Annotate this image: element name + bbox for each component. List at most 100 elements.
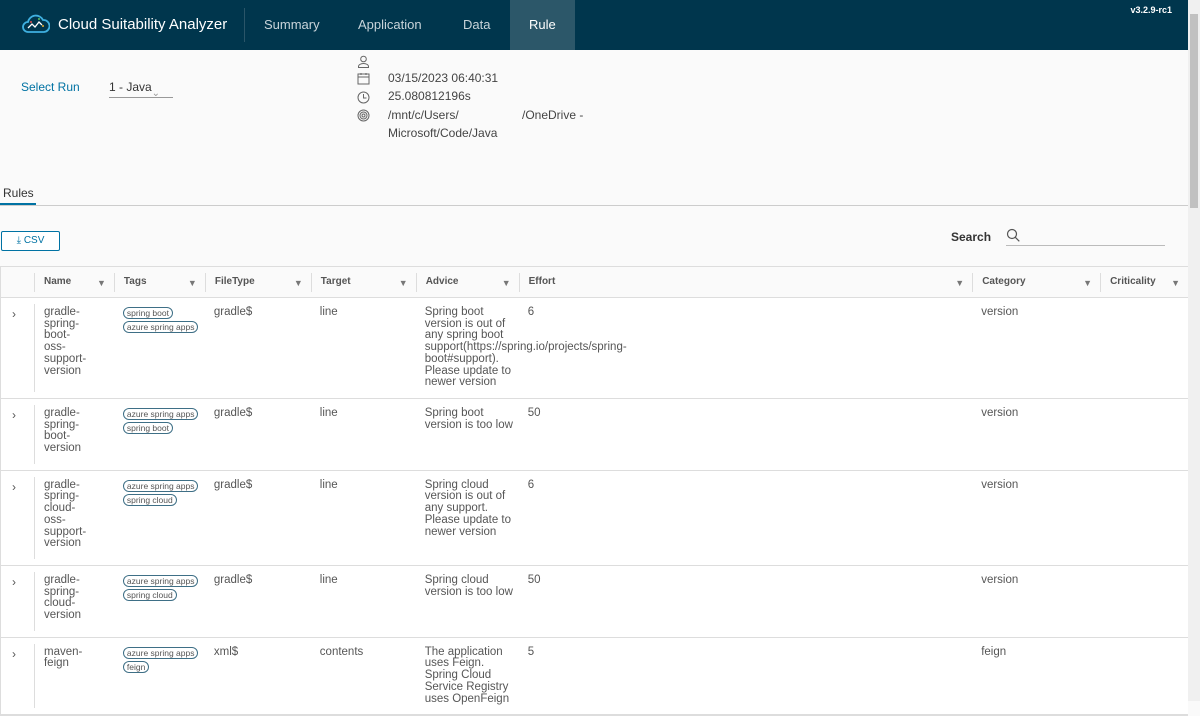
rule-tags: spring boot azure spring apps xyxy=(114,298,205,398)
rule-criticality xyxy=(1100,566,1188,637)
tag-badge: azure spring apps xyxy=(122,407,199,420)
tag-badge: azure spring apps xyxy=(122,646,199,659)
column-label: Effort xyxy=(528,276,556,287)
divider xyxy=(244,8,245,42)
rule-target: line xyxy=(319,573,338,586)
download-icon: ⤓ xyxy=(16,235,22,246)
expand-row-chevron-icon[interactable]: › xyxy=(12,407,16,422)
rule-tags: azure spring apps spring cloud xyxy=(114,566,205,637)
rule-criticality xyxy=(1100,399,1188,470)
tag-badge: spring cloud xyxy=(122,588,177,601)
column-header-advice[interactable]: Advice ▼ xyxy=(415,273,519,292)
tab-rules[interactable]: Rules xyxy=(3,186,34,200)
rule-tags: azure spring apps spring cloud xyxy=(114,471,205,565)
table-row[interactable]: › gradle-spring-boot-version azure spring … xyxy=(1,399,1188,471)
rule-target: line xyxy=(319,406,338,419)
rule-target: line xyxy=(319,306,338,318)
rule-advice: Spring cloud version is out of any suppo… xyxy=(424,478,512,538)
user-icon xyxy=(358,55,369,68)
nav-summary[interactable]: Summary xyxy=(264,17,320,32)
expand-row-chevron-icon[interactable]: › xyxy=(12,479,16,494)
top-nav: Cloud Suitability Analyzer Summary Appli… xyxy=(0,0,1188,50)
rule-name: maven-feign xyxy=(33,643,114,709)
rule-effort: 50 xyxy=(527,406,541,419)
expand-row-chevron-icon[interactable]: › xyxy=(12,307,16,321)
column-label: Criticality xyxy=(1110,276,1156,287)
filter-icon[interactable]: ▼ xyxy=(293,278,303,288)
column-label: Name xyxy=(43,276,72,287)
rule-advice: The application uses Feign. Spring Cloud… xyxy=(424,645,510,705)
rule-effort: 6 xyxy=(527,478,535,491)
column-header-tags[interactable]: Tags ▼ xyxy=(113,273,205,292)
rule-name: gradle-spring-boot-version xyxy=(33,404,114,464)
nav-rule[interactable]: Rule xyxy=(510,0,575,50)
rule-name: gradle-spring-boot-oss-support-version xyxy=(33,304,114,392)
rules-table: Name ▼ Tags ▼ FileType ▼ Target ▼ Advice ▼ Effort ▼… xyxy=(0,266,1188,716)
table-row[interactable]: › gradle-spring-cloud-oss-support-version… xyxy=(1,471,1188,566)
filter-icon[interactable]: ▼ xyxy=(955,278,965,288)
rule-advice: Spring boot version is too low xyxy=(424,406,513,431)
expand-row-chevron-icon[interactable]: › xyxy=(12,646,16,661)
calendar-icon xyxy=(357,73,370,85)
rule-name: gradle-spring-cloud-version xyxy=(33,571,114,631)
scrollbar-thumb[interactable] xyxy=(1190,14,1198,208)
rule-category: version xyxy=(981,573,1019,586)
expand-row-chevron-icon[interactable]: › xyxy=(12,574,16,589)
run-select[interactable]: 1 - Java ⌄ xyxy=(109,80,173,99)
rule-category: feign xyxy=(981,645,1007,658)
run-path-end: Microsoft/Code/Java xyxy=(388,126,498,140)
table-row[interactable]: › maven-feign azure spring apps feign xml$ co… xyxy=(1,638,1188,716)
fingerprint-icon xyxy=(357,109,370,122)
column-header-effort[interactable]: Effort ▼ xyxy=(518,273,973,292)
column-label: Tags xyxy=(123,276,147,287)
rule-criticality xyxy=(1100,471,1188,565)
nav-application[interactable]: Application xyxy=(358,17,422,32)
column-label: Category xyxy=(982,276,1026,287)
tag-badge: azure spring apps xyxy=(122,321,199,333)
scrollbar[interactable] xyxy=(1188,0,1200,701)
rule-effort: 5 xyxy=(527,645,535,658)
filter-icon[interactable]: ▼ xyxy=(1083,278,1093,288)
table-row[interactable]: › gradle-spring-boot-oss-support-version s… xyxy=(1,298,1188,399)
rule-advice: Spring boot version is out of any spring… xyxy=(424,306,627,389)
tag-badge: feign xyxy=(122,660,150,673)
search-label: Search xyxy=(951,230,992,244)
clock-icon xyxy=(357,91,370,104)
csv-download-button[interactable]: ⤓ CSV xyxy=(1,231,60,251)
column-label: Advice xyxy=(425,276,459,287)
search-input[interactable] xyxy=(1006,228,1165,246)
column-label: Target xyxy=(320,276,351,287)
filter-icon[interactable]: ▼ xyxy=(187,278,197,288)
column-label: FileType xyxy=(214,276,255,287)
rule-filetype: gradle$ xyxy=(213,306,253,318)
table-row[interactable]: › gradle-spring-cloud-version azure spring… xyxy=(1,566,1188,638)
tag-badge: azure spring apps xyxy=(122,479,199,492)
column-header-category[interactable]: Category ▼ xyxy=(972,273,1100,292)
nav-data[interactable]: Data xyxy=(463,17,491,32)
column-header-filetype[interactable]: FileType ▼ xyxy=(204,273,311,292)
csv-label: CSV xyxy=(23,235,45,246)
rule-tags: azure spring apps spring boot xyxy=(114,399,205,470)
column-header-name[interactable]: Name ▼ xyxy=(33,273,114,292)
tag-badge: spring boot xyxy=(122,421,173,434)
active-tab-indicator xyxy=(0,203,36,206)
rule-name: gradle-spring-cloud-oss-support-version xyxy=(33,476,114,559)
filter-icon[interactable]: ▼ xyxy=(398,278,408,288)
column-header-criticality[interactable]: Criticality ▼ xyxy=(1100,273,1188,292)
filter-icon[interactable]: ▼ xyxy=(501,278,511,288)
cloud-logo-icon xyxy=(22,14,50,33)
column-header-target[interactable]: Target ▼ xyxy=(310,273,416,292)
chevron-down-icon: ⌄ xyxy=(151,88,160,99)
table-header: Name ▼ Tags ▼ FileType ▼ Target ▼ Advice ▼ Effort ▼… xyxy=(1,267,1188,298)
version-label: v3.2.9-rc1 xyxy=(1130,5,1172,15)
rule-category: version xyxy=(981,406,1019,419)
filter-icon[interactable]: ▼ xyxy=(96,278,106,288)
rule-target: contents xyxy=(319,645,364,658)
run-date: 03/15/2023 06:40:31 xyxy=(388,71,499,85)
rule-criticality xyxy=(1100,298,1188,398)
rule-criticality xyxy=(1100,638,1188,715)
app-title: Cloud Suitability Analyzer xyxy=(58,16,228,33)
run-path-start: /mnt/c/Users/ xyxy=(388,108,459,122)
tag-badge: azure spring apps xyxy=(122,574,199,587)
filter-icon[interactable]: ▼ xyxy=(1171,278,1181,288)
